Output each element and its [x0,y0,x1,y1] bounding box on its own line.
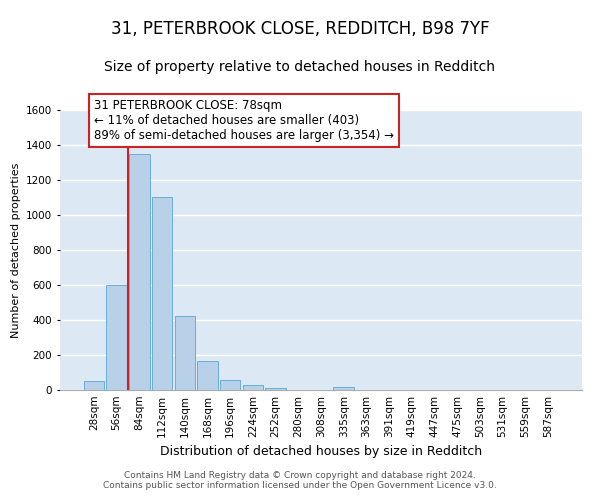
Bar [175,316,195,390]
Text: Size of property relative to detached houses in Redditch: Size of property relative to detached ho… [104,60,496,74]
Bar [84,381,104,390]
Text: 31, PETERBROOK CLOSE, REDDITCH, B98 7YF: 31, PETERBROOK CLOSE, REDDITCH, B98 7YF [110,20,490,38]
X-axis label: Distribution of detached houses by size in Redditch: Distribution of detached houses by size … [160,446,482,458]
Bar [106,285,127,390]
Bar [242,385,263,390]
Bar [197,361,218,390]
Bar [334,386,354,390]
Bar [220,380,241,390]
Bar [265,388,286,390]
Bar [129,154,149,390]
Text: Contains HM Land Registry data © Crown copyright and database right 2024.
Contai: Contains HM Land Registry data © Crown c… [103,470,497,490]
Bar [152,198,172,390]
Text: 31 PETERBROOK CLOSE: 78sqm
← 11% of detached houses are smaller (403)
89% of sem: 31 PETERBROOK CLOSE: 78sqm ← 11% of deta… [94,99,394,142]
Y-axis label: Number of detached properties: Number of detached properties [11,162,20,338]
